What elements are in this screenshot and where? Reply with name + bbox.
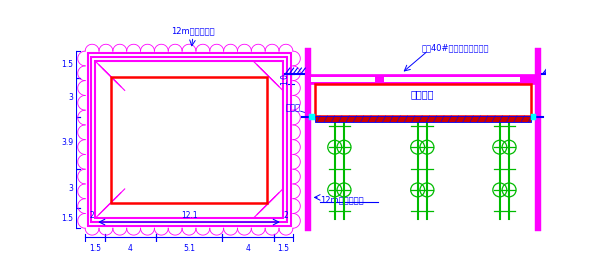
Text: 5.1: 5.1 (183, 244, 195, 253)
Text: 4: 4 (128, 244, 133, 253)
Text: 3: 3 (69, 93, 73, 102)
Text: 12.1: 12.1 (181, 211, 197, 220)
Text: 双拼40#工字钙支撇及围橁: 双拼40#工字钙支撇及围橁 (422, 44, 489, 52)
Bar (314, 116, 531, 122)
Bar (309, 74, 536, 84)
Bar (92, 57, 287, 222)
Text: 2: 2 (284, 211, 289, 220)
Text: 3: 3 (69, 184, 73, 193)
Bar (87, 53, 291, 226)
Text: 4: 4 (245, 244, 250, 253)
Bar (305, 48, 311, 231)
Bar (95, 61, 283, 218)
Bar (311, 76, 375, 82)
Bar (309, 114, 314, 120)
Text: 1.5: 1.5 (277, 244, 289, 253)
Text: 1.5: 1.5 (61, 214, 73, 223)
Text: 3.9: 3.9 (61, 138, 73, 147)
Bar (314, 84, 531, 116)
Bar (384, 76, 520, 82)
Text: 1.5: 1.5 (89, 244, 101, 253)
Bar (531, 114, 536, 120)
Text: 12m拉森钉板桩: 12m拉森钉板桩 (320, 195, 364, 204)
Text: 排水沟: 排水沟 (286, 104, 300, 113)
Text: 主坦承台: 主坦承台 (411, 89, 435, 99)
Text: 1.5: 1.5 (61, 60, 73, 69)
Text: 1.0: 1.0 (280, 73, 289, 85)
Bar (110, 76, 267, 203)
Bar (535, 48, 541, 231)
Text: 2: 2 (89, 211, 94, 220)
Text: 12m拉森钉板桩: 12m拉森钉板桩 (171, 27, 215, 36)
